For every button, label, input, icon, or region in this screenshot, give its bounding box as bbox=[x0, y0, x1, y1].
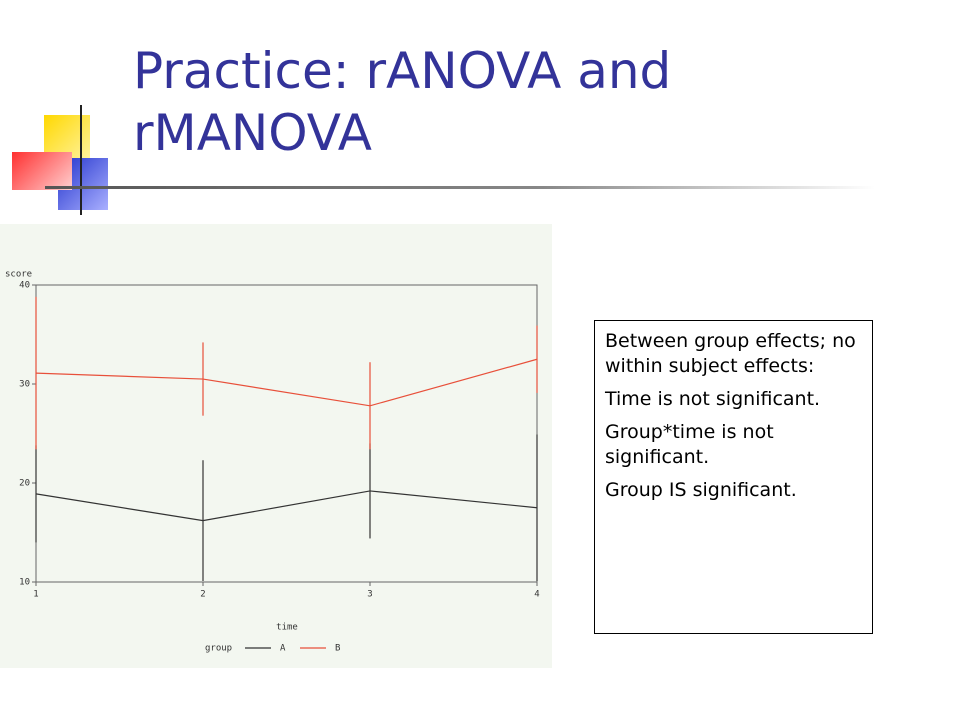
title-rule bbox=[45, 186, 875, 189]
chart: score time group 10 20 30 40 1 2 3 4 A B bbox=[0, 224, 552, 668]
legend-title: group bbox=[205, 644, 232, 654]
note-line: Between group effects; no within subject… bbox=[605, 330, 856, 377]
note-line: Group IS significant. bbox=[605, 479, 797, 501]
note-line: Group*time is not significant. bbox=[605, 421, 774, 468]
x-axis-label: time bbox=[276, 623, 298, 633]
y-tick-label: 10 bbox=[19, 578, 30, 588]
legend-label: B bbox=[335, 644, 340, 654]
y-axis-label: score bbox=[5, 270, 32, 280]
series-line bbox=[35, 358, 538, 407]
logo bbox=[0, 100, 140, 220]
x-tick-label: 1 bbox=[33, 590, 38, 600]
y-tick-label: 40 bbox=[19, 281, 30, 291]
note-line: Time is not significant. bbox=[605, 388, 821, 410]
series-line bbox=[35, 490, 538, 522]
x-tick-label: 2 bbox=[200, 590, 205, 600]
legend-label: A bbox=[280, 644, 286, 654]
x-tick-label: 3 bbox=[367, 590, 372, 600]
y-tick-label: 30 bbox=[19, 380, 30, 390]
chart-background bbox=[0, 224, 552, 668]
y-tick-label: 20 bbox=[19, 479, 30, 489]
slide-title: Practice: rANOVA and rMANOVA bbox=[133, 42, 672, 162]
x-tick-label: 4 bbox=[534, 590, 539, 600]
text-box: Between group effects; no within subject… bbox=[594, 320, 873, 634]
